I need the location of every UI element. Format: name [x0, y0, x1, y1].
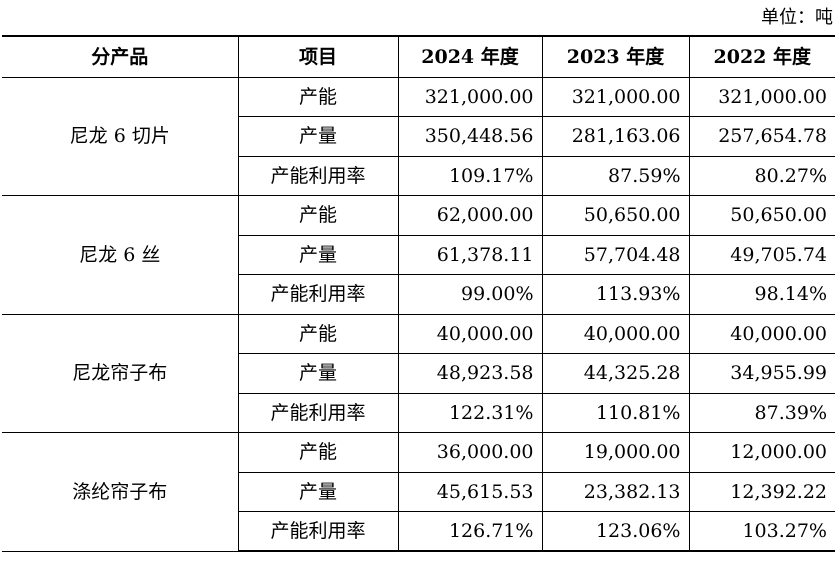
header-2024: 2024 年度: [397, 35, 543, 78]
item-cell: 产能: [237, 76, 399, 117]
value-2022: 50,650.00: [688, 195, 835, 236]
item-cell: 产量: [237, 353, 399, 394]
header-product: 分产品: [2, 35, 239, 78]
item-cell: 产能利用率: [237, 511, 399, 552]
item-cell: 产能: [237, 432, 399, 473]
product-cell: 尼龙帘子布: [2, 313, 239, 433]
value-2024: 126.71%: [397, 511, 543, 552]
value-2023: 281,163.06: [541, 116, 690, 157]
item-cell: 产量: [237, 116, 399, 157]
table-row: 尼龙 6 切片 产能 321,000.00 321,000.00 321,000…: [2, 76, 835, 196]
value-2024: 48,923.58: [397, 353, 543, 394]
value-2024: 62,000.00: [397, 195, 543, 236]
capacity-table: 分产品 项目 2024 年度 2023 年度 2022 年度 尼龙 6 切片 产…: [2, 35, 835, 552]
value-2022: 49,705.74: [688, 234, 835, 275]
value-2022: 103.27%: [688, 511, 835, 552]
value-2022: 80.27%: [688, 155, 835, 196]
value-2022: 12,392.22: [688, 471, 835, 512]
table-row: 产量 48,923.58 44,325.28 34,955.99: [2, 353, 835, 394]
unit-label: 单位：吨: [761, 7, 833, 28]
value-2024: 122.31%: [397, 392, 543, 433]
value-2024: 36,000.00: [397, 432, 543, 473]
value-2024: 45,615.53: [397, 471, 543, 512]
value-2023: 110.81%: [541, 392, 690, 433]
product-cell: 涤纶帘子布: [2, 432, 239, 552]
item-cell: 产量: [237, 471, 399, 512]
value-2023: 321,000.00: [541, 76, 690, 117]
value-2022: 98.14%: [688, 274, 835, 315]
value-2023: 23,382.13: [541, 471, 690, 512]
value-2024: 40,000.00: [397, 313, 543, 354]
table-row: 尼龙 6 丝 产能 62,000.00 50,650.00 50,650.00: [2, 195, 835, 315]
table-body: 尼龙 6 切片 产能 321,000.00 321,000.00 321,000…: [2, 76, 835, 552]
value-2024: 99.00%: [397, 274, 543, 315]
item-cell: 产能利用率: [237, 274, 399, 315]
value-2023: 123.06%: [541, 511, 690, 552]
value-2023: 87.59%: [541, 155, 690, 196]
value-2022: 34,955.99: [688, 353, 835, 394]
header-2022: 2022 年度: [688, 35, 835, 78]
header-item: 项目: [237, 35, 399, 78]
value-2024: 350,448.56: [397, 116, 543, 157]
value-2024: 321,000.00: [397, 76, 543, 117]
product-cell: 尼龙 6 丝: [2, 195, 239, 315]
value-2023: 57,704.48: [541, 234, 690, 275]
value-2023: 50,650.00: [541, 195, 690, 236]
item-cell: 产能: [237, 195, 399, 236]
item-cell: 产能利用率: [237, 155, 399, 196]
value-2022: 40,000.00: [688, 313, 835, 354]
item-cell: 产量: [237, 234, 399, 275]
table-row: 产能利用率 99.00% 113.93% 98.14%: [2, 274, 835, 315]
value-2022: 12,000.00: [688, 432, 835, 473]
value-2023: 40,000.00: [541, 313, 690, 354]
value-2022: 321,000.00: [688, 76, 835, 117]
value-2022: 87.39%: [688, 392, 835, 433]
value-2023: 19,000.00: [541, 432, 690, 473]
table-row: 产能利用率 126.71% 123.06% 103.27%: [2, 511, 835, 552]
table-row: 涤纶帘子布 产能 36,000.00 19,000.00 12,000.00: [2, 432, 835, 552]
value-2024: 109.17%: [397, 155, 543, 196]
header-2023: 2023 年度: [541, 35, 690, 78]
table-row: 尼龙帘子布 产能 40,000.00 40,000.00 40,000.00: [2, 313, 835, 433]
value-2023: 113.93%: [541, 274, 690, 315]
product-cell: 尼龙 6 切片: [2, 76, 239, 196]
value-2022: 257,654.78: [688, 116, 835, 157]
table-row: 产量 350,448.56 281,163.06 257,654.78: [2, 116, 835, 157]
header-row: 分产品 项目 2024 年度 2023 年度 2022 年度: [2, 35, 835, 78]
item-cell: 产能利用率: [237, 392, 399, 433]
item-cell: 产能: [237, 313, 399, 354]
table-row: 产量 45,615.53 23,382.13 12,392.22: [2, 471, 835, 512]
value-2023: 44,325.28: [541, 353, 690, 394]
value-2024: 61,378.11: [397, 234, 543, 275]
